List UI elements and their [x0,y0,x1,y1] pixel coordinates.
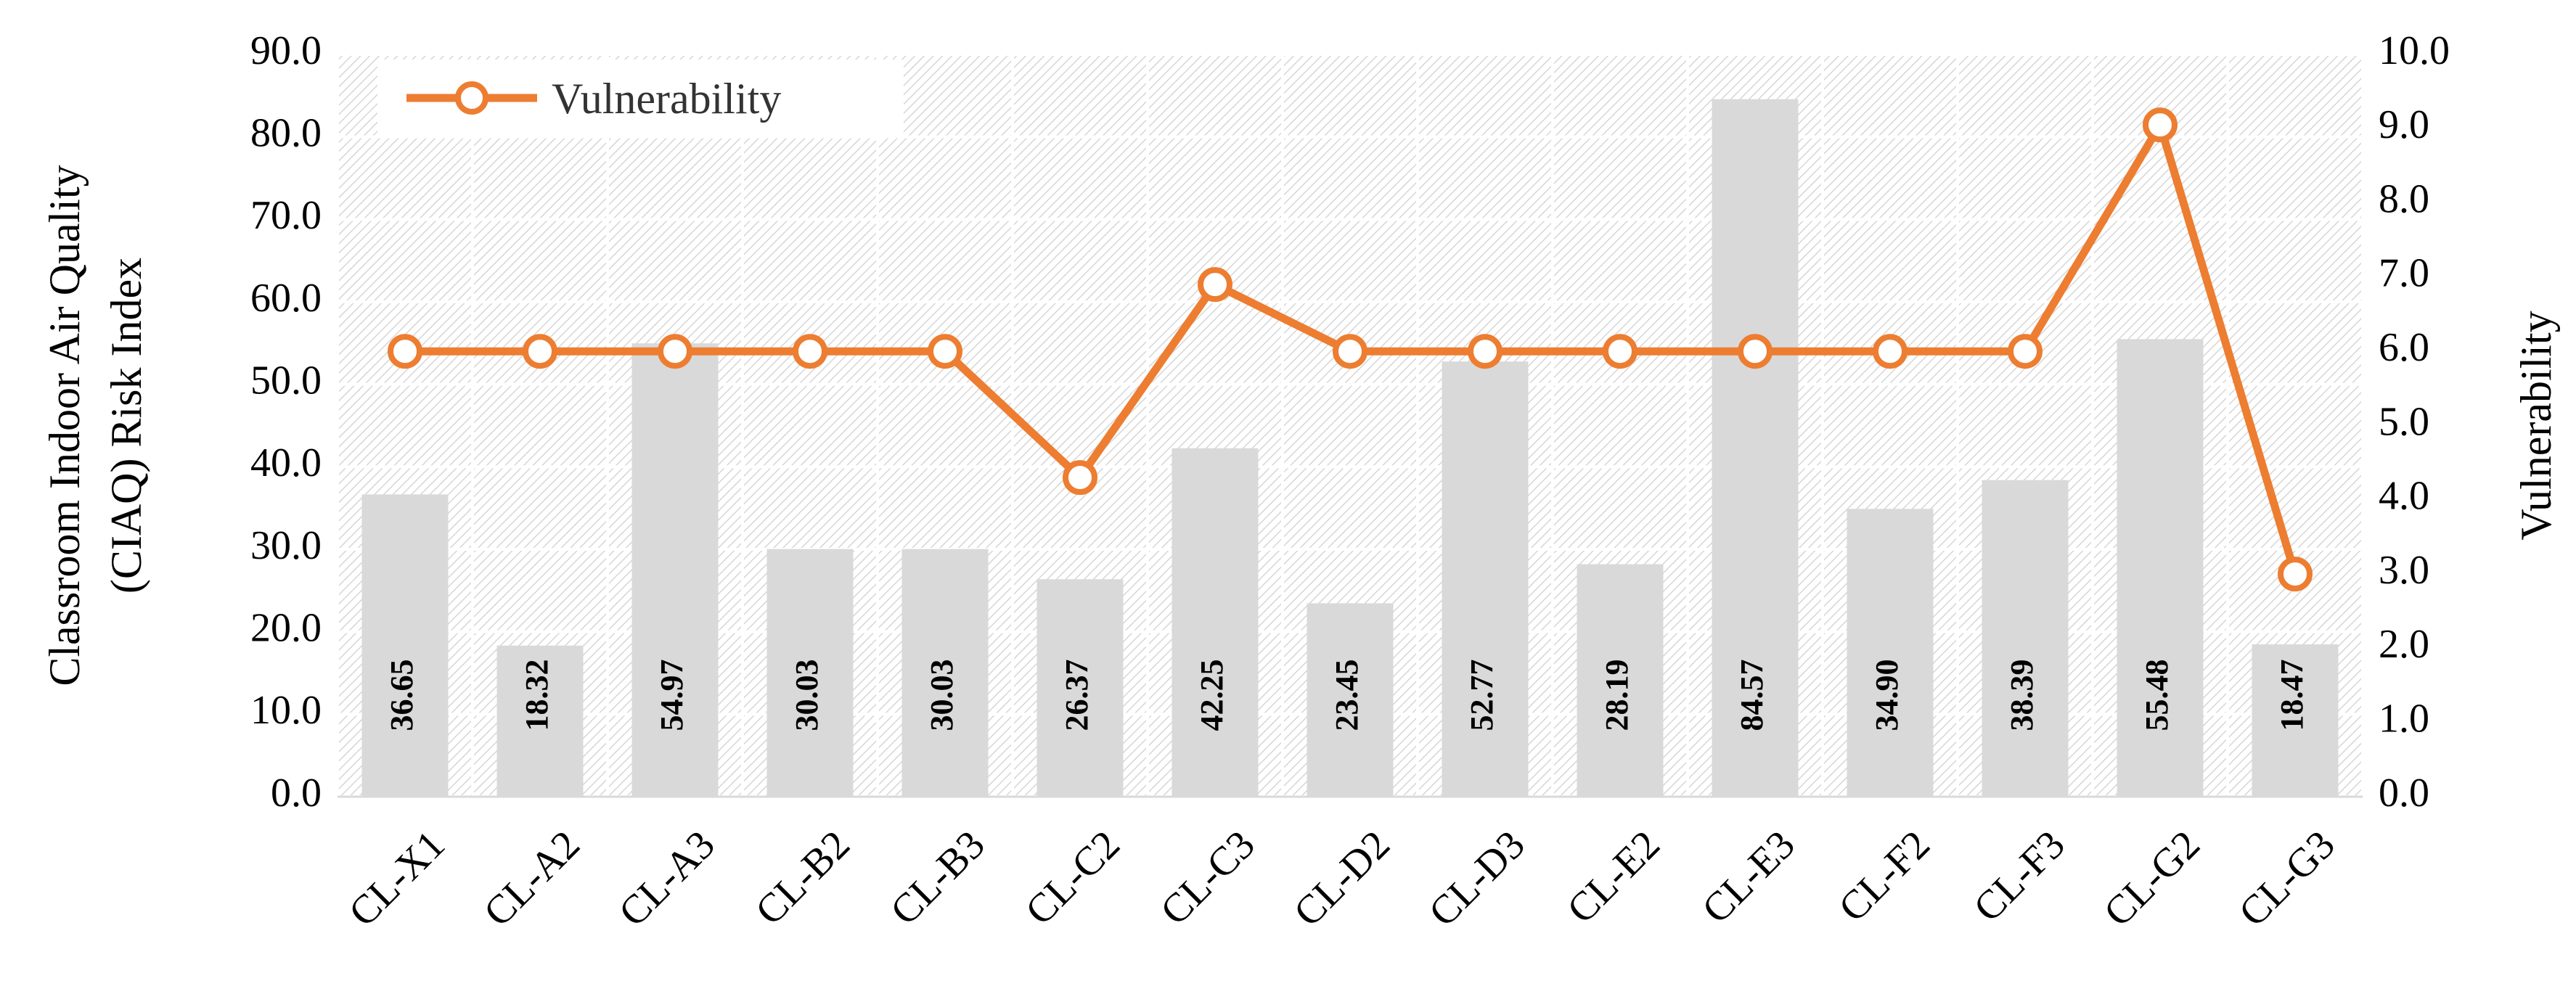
bar [361,494,449,797]
bar [1036,579,1124,797]
x-tick-label: CL-G2 [2095,822,2209,935]
y-left-tick-label: 90.0 [250,28,322,73]
y-right-tick-label: 1.0 [2379,697,2429,742]
bar [2252,644,2339,797]
y-left-axis-title-line-2: (CIAQ) Risk Index [102,258,150,594]
y-left-axis-title-line-1: Classroom Indoor Air Quality [41,165,89,686]
x-tick-label: CL-X1 [340,822,454,935]
bar [1442,361,1529,797]
y-left-tick-label: 80.0 [250,111,322,156]
x-tick-label: CL-A2 [475,822,589,935]
y-right-tick-label: 7.0 [2379,251,2429,296]
line-point [658,334,692,369]
x-tick-label: CL-D3 [1420,822,1534,935]
bar-data-label: 30.03 [924,660,960,731]
bar [631,343,719,797]
line-point [388,334,422,369]
bar [1982,480,2069,797]
bar [1847,509,1934,797]
bar-data-label: 28.19 [1599,660,1635,731]
bar [1577,564,1664,797]
x-tick-label: CL-D2 [1285,822,1399,935]
y-left-tick-label: 20.0 [250,606,322,651]
y-right-tick-label: 6.0 [2379,325,2429,370]
x-tick-label: CL-B2 [747,822,859,934]
line-point [1333,334,1367,369]
y-left-tick-label: 10.0 [250,688,322,733]
y-right-tick-label: 10.0 [2379,28,2450,73]
bar-data-label: 42.25 [1194,660,1230,731]
x-tick-label: CL-C2 [1017,822,1129,934]
x-tick-label: CL-F3 [1965,822,2073,930]
bar-data-label: 84.57 [1734,660,1770,731]
bar-data-label: 36.65 [384,660,420,731]
y-right-tick-label: 2.0 [2379,622,2429,667]
bar-data-label: 23.45 [1329,660,1365,731]
line-point [2143,107,2178,143]
bar [901,549,989,797]
bar [766,549,854,797]
bars [361,99,2339,797]
y-right-tick-label: 5.0 [2379,399,2429,444]
y-left-tick-label: 30.0 [250,523,322,568]
y-right-tick-label: 8.0 [2379,176,2429,221]
bar-data-label: 55.48 [2139,660,2175,731]
bar [496,645,584,797]
bar-data-label: 18.32 [519,660,555,731]
legend: Vulnerability [377,59,904,136]
line-point [1738,334,1772,369]
x-tick-label: CL-E2 [1558,822,1669,932]
bar [2117,339,2204,797]
line-point [793,334,827,369]
bar [1307,603,1394,797]
x-tick-label: CL-A3 [610,822,724,935]
legend-marker-swatch [455,81,488,115]
line-point [2008,334,2043,369]
x-tick-label: CL-E3 [1693,822,1804,932]
legend-label: Vulnerability [552,75,781,123]
bar [1172,448,1259,797]
bar-data-label: 18.47 [2274,660,2310,731]
x-tick-label: CL-G3 [2231,822,2344,935]
x-tick-label: CL-F2 [1830,822,1938,930]
y-right-tick-label: 3.0 [2379,548,2429,593]
y-left-tick-label: 50.0 [250,358,322,403]
line-point [1468,334,1502,369]
bar [1712,99,1799,797]
y-right-tick-label: 9.0 [2379,102,2429,147]
bar-data-label: 34.90 [1869,660,1905,731]
y-right-tick-label: 4.0 [2379,474,2429,519]
y-right-axis-title: Vulnerability [2512,311,2560,540]
y-left-tick-label: 70.0 [250,193,322,238]
bar-data-label: 26.37 [1059,660,1095,731]
bar-data-label: 54.97 [654,660,690,731]
line-point [1873,334,1908,369]
line-point [2278,557,2313,592]
x-tick-label: CL-B3 [882,822,994,934]
bar-data-label: 38.39 [2004,660,2040,731]
y-left-tick-label: 40.0 [250,440,322,485]
bar-data-labels: 36.65 18.32 54.97 30.03 30.03 26.37 42.25 23.45… [384,660,2310,731]
line-point [928,334,962,369]
line-point [523,334,557,369]
bar-data-label: 52.77 [1464,660,1500,731]
y-left-tick-label: 0.0 [271,771,322,816]
y-right-tick-label: 0.0 [2379,771,2429,816]
vulnerability-line [388,107,2313,592]
bar-data-label: 30.03 [789,660,825,731]
y-left-tick-label: 60.0 [250,276,322,321]
line-point [1063,460,1097,496]
x-tick-label: CL-C3 [1152,822,1264,934]
line-point [1603,334,1637,369]
line-point [1198,267,1232,303]
